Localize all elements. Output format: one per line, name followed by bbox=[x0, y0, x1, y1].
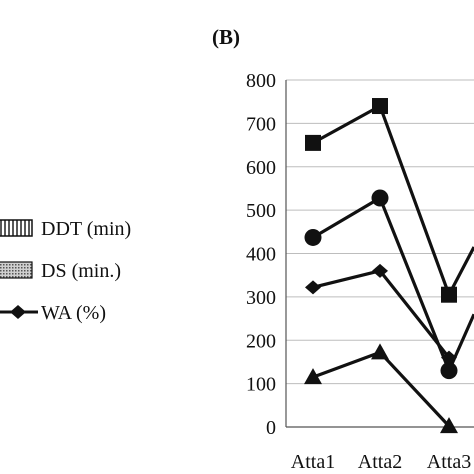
y-tick-label: 300 bbox=[246, 287, 276, 309]
legend-label: DDT (min) bbox=[41, 218, 131, 240]
y-tick-label: 600 bbox=[246, 157, 276, 179]
data-point-square bbox=[372, 98, 388, 115]
data-point-circle bbox=[371, 189, 389, 207]
y-axis-tick-labels: 0 100 200 300 400 500 600 700 800 bbox=[246, 70, 276, 439]
data-point-triangle bbox=[440, 417, 458, 434]
x-axis-tick-labels: Atta1 Atta2 Atta3 bbox=[291, 451, 471, 473]
y-tick-label: 500 bbox=[246, 200, 276, 222]
data-point-square bbox=[305, 134, 321, 151]
series-line-square bbox=[312, 103, 474, 299]
legend-label: WA (%) bbox=[41, 302, 106, 324]
data-point-triangle bbox=[371, 343, 389, 360]
data-point-diamond bbox=[441, 350, 457, 365]
data-point-triangle bbox=[304, 368, 322, 385]
x-tick-label: Atta2 bbox=[358, 451, 402, 473]
y-tick-label: 800 bbox=[246, 70, 276, 92]
series-line-circle bbox=[312, 195, 474, 375]
y-tick-label: 700 bbox=[246, 113, 276, 135]
legend-label: DS (min.) bbox=[41, 260, 121, 282]
x-tick-label: Atta3 bbox=[427, 451, 471, 473]
panel-label: (B) bbox=[212, 25, 240, 49]
series-line-diamond bbox=[312, 269, 451, 359]
data-point-circle bbox=[440, 362, 458, 380]
legend-swatch-diamond bbox=[10, 305, 26, 319]
y-tick-label: 400 bbox=[246, 244, 276, 266]
data-point-square bbox=[441, 286, 457, 303]
y-tick-label: 100 bbox=[246, 374, 276, 396]
data-point-circle bbox=[304, 228, 322, 246]
x-tick-label: Atta1 bbox=[291, 451, 335, 473]
y-tick-label: 200 bbox=[246, 330, 276, 352]
y-tick-label: 0 bbox=[266, 417, 276, 439]
series-line-triangle bbox=[312, 350, 451, 428]
legend-swatch-hatch bbox=[0, 219, 33, 237]
series-group bbox=[304, 98, 474, 434]
legend: DDT (min) DS (min.) WA (%) bbox=[0, 218, 131, 324]
data-point-diamond bbox=[372, 263, 388, 278]
legend-swatch-dots bbox=[0, 261, 33, 279]
data-point-diamond bbox=[305, 280, 321, 295]
